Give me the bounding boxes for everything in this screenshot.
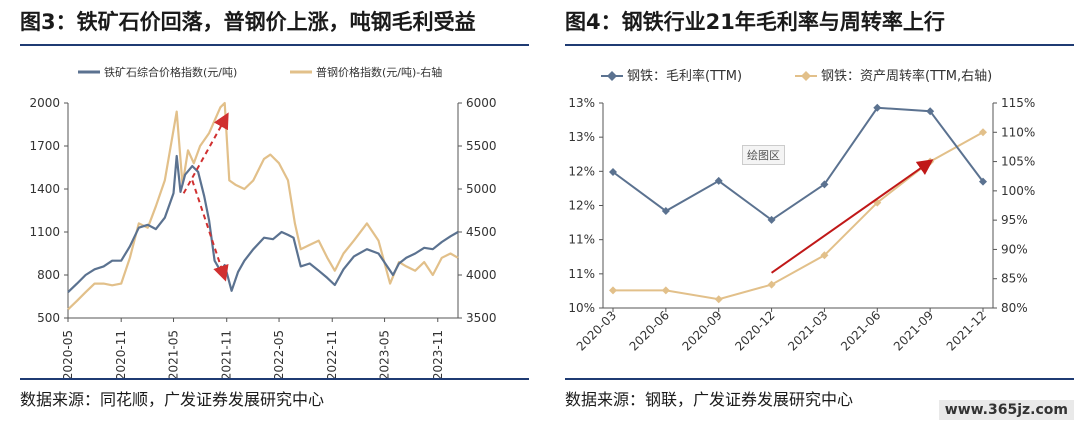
y-tick-label-right: 110% — [1001, 125, 1035, 139]
legend-label-turnover: 钢铁：资产周转率(TTM,右轴) — [821, 68, 992, 84]
y-tick-label-left: 1400 — [29, 182, 60, 196]
trend-arrow — [770, 159, 934, 274]
y-tick-label-right: 4000 — [466, 268, 497, 282]
x-tick-label: 2021-03 — [785, 308, 830, 353]
legend-marker-turnover — [801, 71, 811, 81]
y-tick-label-right: 115% — [1001, 96, 1035, 110]
x-tick-label: 2021-09 — [891, 308, 936, 353]
y-tick-label-left: 13% — [568, 130, 595, 144]
source-text: 数据来源：同花顺，广发证券发展研究中心 — [20, 390, 325, 409]
series-point-margin — [820, 180, 829, 189]
y-tick-label-left: 1700 — [29, 139, 60, 153]
series-line-steel — [67, 101, 459, 311]
y-tick-label-right: 5500 — [466, 139, 497, 153]
x-tick-label: 2020-11 — [114, 330, 128, 378]
y-tick-label-left: 12% — [568, 199, 595, 213]
chart-title: 图3：铁矿石价回落，普钢价上涨，吨钢毛利受益 — [20, 10, 476, 34]
y-tick-label-left: 13% — [568, 96, 595, 110]
chart-panel-right: 图4：钢铁行业21年毛利率与周转率上行 钢铁：毛利率(TTM) 钢铁：资产周转率(… — [545, 0, 1080, 426]
y-tick-label-right: 90% — [1001, 242, 1028, 256]
title-divider — [20, 44, 529, 46]
source-divider — [20, 378, 529, 380]
title-divider — [565, 44, 1074, 46]
chart-title: 图4：钢铁行业21年毛利率与周转率上行 — [565, 10, 945, 34]
series-line-iron — [67, 154, 459, 293]
series-point-margin — [609, 168, 617, 177]
x-tick-label: 2020-06 — [627, 308, 672, 353]
trend-arrow — [191, 180, 229, 282]
x-tick-label: 2021-05 — [167, 330, 181, 378]
series-point-turnover — [609, 286, 617, 295]
series-point-turnover — [767, 280, 776, 289]
series-line-margin — [612, 106, 984, 222]
series-point-margin — [661, 206, 670, 215]
series-point-margin — [873, 103, 882, 112]
y-tick-label-right: 95% — [1001, 213, 1028, 227]
source-text: 数据来源：钢联，广发证券发展研究中心 — [565, 390, 854, 409]
series-point-margin — [979, 177, 987, 186]
series-point-turnover — [979, 128, 987, 137]
chart-right: 钢铁：毛利率(TTM) 钢铁：资产周转率(TTM,右轴) 13% 13% 12% 12% 1… — [568, 68, 1035, 354]
y-tick-label-right: 4500 — [466, 225, 497, 239]
chart-left: 铁矿石综合价格指数(元/吨) 普钢价格指数(元/吨)-右轴 2000 1700 1400… — [29, 65, 497, 378]
series-point-turnover — [714, 295, 723, 304]
x-tick-label: 2020-03 — [574, 308, 619, 353]
y-tick-label-left: 11% — [568, 267, 595, 281]
x-tick-label: 2022-05 — [272, 330, 286, 378]
legend-marker-margin — [607, 71, 617, 81]
watermark: www.365jz.com — [938, 400, 1074, 420]
y-tick-label-right: 80% — [1001, 301, 1028, 315]
series-point-margin — [926, 107, 935, 116]
y-tick-label-right: 6000 — [466, 96, 497, 110]
y-tick-label-left: 800 — [37, 268, 60, 282]
x-tick-label: 2021-06 — [838, 308, 883, 353]
x-tick-label: 2023-05 — [378, 330, 392, 378]
source-divider — [565, 378, 1074, 380]
y-tick-label-left: 12% — [568, 164, 595, 178]
legend-label-steel: 普钢价格指数(元/吨)-右轴 — [316, 65, 442, 79]
legend-label-iron: 铁矿石综合价格指数(元/吨) — [104, 65, 237, 79]
trend-arrow — [182, 112, 229, 194]
series-point-turnover — [820, 251, 829, 260]
y-tick-label-right: 100% — [1001, 184, 1035, 198]
y-tick-label-right: 105% — [1001, 155, 1035, 169]
y-tick-label-left: 10% — [568, 301, 595, 315]
series-line-turnover — [613, 131, 984, 301]
series-point-margin — [714, 176, 723, 185]
x-tick-label: 2020-09 — [679, 308, 724, 353]
series-point-turnover — [661, 286, 670, 295]
x-tick-label: 2020-05 — [61, 330, 75, 378]
y-tick-label-right: 5000 — [466, 182, 497, 196]
x-tick-label: 2020-12 — [732, 308, 777, 353]
y-tick-label-right: 3500 — [466, 311, 497, 325]
y-tick-label-left: 2000 — [29, 96, 60, 110]
x-tick-label: 2021-11 — [220, 330, 234, 378]
x-tick-label: 2021-12 — [944, 308, 989, 353]
x-tick-label: 2023-11 — [431, 330, 445, 378]
y-tick-label-left: 11% — [568, 233, 595, 247]
y-tick-label-left: 1100 — [29, 225, 60, 239]
plot-area-label: 绘图区 — [742, 145, 785, 165]
legend-label-margin: 钢铁：毛利率(TTM) — [627, 68, 742, 84]
x-tick-label: 2022-11 — [325, 330, 339, 378]
chart-panel-left: 图3：铁矿石价回落，普钢价上涨，吨钢毛利受益 铁矿石综合价格指数(元/吨) 普钢价… — [0, 0, 535, 426]
series-point-margin — [767, 215, 776, 224]
y-tick-label-left: 500 — [37, 311, 60, 325]
y-tick-label-right: 85% — [1001, 272, 1028, 286]
